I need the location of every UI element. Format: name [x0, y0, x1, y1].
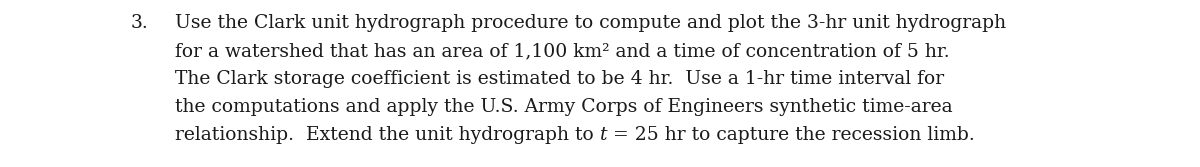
- Text: for a watershed that has an area of 1,100 km² and a time of concentration of 5 h: for a watershed that has an area of 1,10…: [175, 42, 949, 60]
- Text: 3.: 3.: [131, 14, 148, 32]
- Text: The Clark storage coefficient is estimated to be 4 hr.  Use a 1-hr time interval: The Clark storage coefficient is estimat…: [175, 70, 944, 88]
- Text: the computations and apply the U.S. Army Corps of Engineers synthetic time-area: the computations and apply the U.S. Army…: [175, 98, 953, 116]
- Text: = 25 hr to capture the recession limb.: = 25 hr to capture the recession limb.: [607, 126, 974, 144]
- Text: t: t: [600, 126, 607, 144]
- Text: Use the Clark unit hydrograph procedure to compute and plot the 3-hr unit hydrog: Use the Clark unit hydrograph procedure …: [175, 14, 1006, 32]
- Text: relationship.  Extend the unit hydrograph to: relationship. Extend the unit hydrograph…: [175, 126, 600, 144]
